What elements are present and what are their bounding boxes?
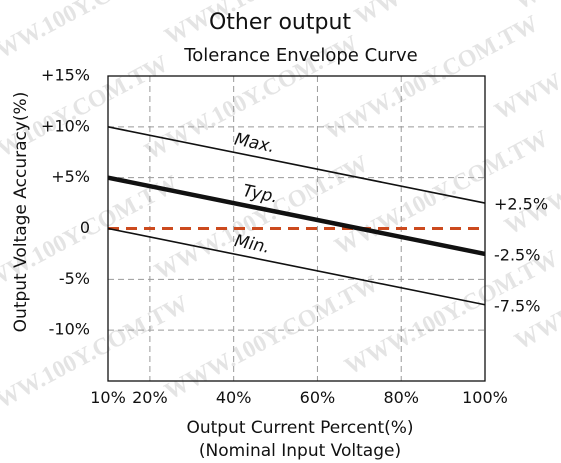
series-end-labels: +2.5% -2.5% -7.5% bbox=[494, 195, 548, 316]
series-line-max bbox=[107, 126, 486, 204]
y-tick-label: +10% bbox=[41, 116, 90, 135]
series-line-min bbox=[107, 227, 486, 306]
series-label-min: Min. bbox=[233, 231, 272, 258]
x-tick-label: 60% bbox=[300, 388, 336, 407]
x-axis-ticks: 10% 20% 40% 60% 80% 100% bbox=[90, 388, 508, 407]
x-axis-label-note: (Nominal Input Voltage) bbox=[199, 441, 401, 461]
x-tick-label: 20% bbox=[132, 388, 168, 407]
series-layer bbox=[107, 126, 486, 306]
y-tick-label: +5% bbox=[51, 167, 90, 186]
watermark-text: WWW.100Y.COM.TW bbox=[151, 151, 373, 286]
y-axis-ticks: +15% +10% +5% 0 -5% -10% bbox=[41, 66, 90, 339]
chart-subtitle: Tolerance Envelope Curve bbox=[183, 45, 417, 66]
series-labels: Max.Typ.Min. bbox=[233, 130, 280, 258]
watermark-text: WWW.100Y.COM.TW bbox=[501, 106, 561, 241]
y-axis-label: Output Voltage Accuracy(%) bbox=[11, 92, 31, 333]
watermark-text: WWW.100Y.COM.TW bbox=[161, 271, 383, 406]
x-tick-label: 40% bbox=[216, 388, 252, 407]
y-tick-label: -10% bbox=[49, 320, 90, 339]
y-tick-label: +15% bbox=[41, 66, 90, 85]
x-tick-label: 100% bbox=[462, 388, 508, 407]
series-end-label: -2.5% bbox=[494, 245, 540, 264]
plot-area-frame bbox=[107, 75, 486, 382]
series-line-typ bbox=[107, 175, 486, 257]
x-axis-label: Output Current Percent(%) bbox=[186, 418, 413, 438]
series-end-label: -7.5% bbox=[494, 296, 540, 315]
y-tick-label: -5% bbox=[59, 269, 90, 288]
x-tick-label: 10% bbox=[90, 388, 126, 407]
grid bbox=[108, 76, 485, 381]
watermark-text: WWW.100Y.COM.TW bbox=[511, 0, 561, 15]
chart-title: Other output bbox=[209, 10, 351, 35]
series-end-label: +2.5% bbox=[494, 195, 548, 214]
watermark-text: WWW.100Y.COM.TW bbox=[321, 11, 543, 146]
y-tick-label: 0 bbox=[80, 218, 90, 237]
watermark-text: WWW.100Y.COM.TW bbox=[331, 126, 553, 261]
x-tick-label: 80% bbox=[383, 388, 419, 407]
